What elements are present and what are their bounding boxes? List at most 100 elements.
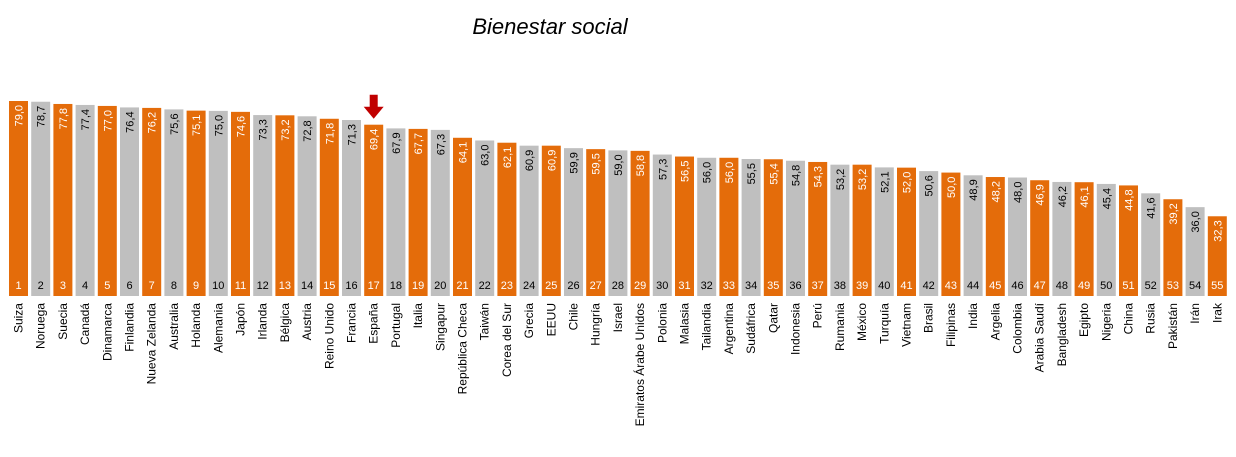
category-label-42: Brasil <box>922 303 936 333</box>
value-label-3: 77,8 <box>58 108 70 129</box>
rank-label-25: 25 <box>545 280 557 292</box>
rank-label-24: 24 <box>523 280 535 292</box>
category-label-43: Filipinas <box>944 303 958 347</box>
rank-label-28: 28 <box>612 280 624 292</box>
category-label-30: Polonia <box>655 303 669 343</box>
bar-52 <box>1141 193 1161 296</box>
bar-17 <box>364 124 384 297</box>
rank-label-7: 7 <box>149 280 155 292</box>
value-label-54: 36,0 <box>1190 211 1202 232</box>
bar-43 <box>941 172 961 296</box>
rank-label-34: 34 <box>745 280 757 292</box>
value-label-34: 55,5 <box>746 163 758 184</box>
rank-label-3: 3 <box>60 280 66 292</box>
rank-label-51: 51 <box>1122 280 1134 292</box>
rank-label-31: 31 <box>678 280 690 292</box>
rank-label-14: 14 <box>301 280 313 292</box>
category-label-1: Suiza <box>12 303 26 333</box>
bar-5 <box>97 105 117 296</box>
value-label-8: 75,6 <box>169 113 181 134</box>
category-label-50: Nigeria <box>1099 303 1113 341</box>
value-label-42: 50,6 <box>924 175 936 196</box>
value-label-53: 39,2 <box>1168 203 1180 224</box>
rank-label-22: 22 <box>479 280 491 292</box>
rank-label-32: 32 <box>701 280 713 292</box>
rank-label-17: 17 <box>368 280 380 292</box>
value-label-26: 59,9 <box>569 152 581 173</box>
category-label-8: Australia <box>167 303 181 350</box>
bar-54 <box>1185 207 1205 296</box>
value-label-41: 52,0 <box>902 172 914 193</box>
bar-39 <box>852 164 872 296</box>
value-label-52: 41,6 <box>1146 197 1158 218</box>
chart-title: Bienestar social <box>472 14 628 39</box>
bar-35 <box>763 159 783 296</box>
category-label-18: Portugal <box>389 303 403 348</box>
category-label-15: Reino Unido <box>322 303 336 369</box>
value-label-33: 56,0 <box>724 162 736 183</box>
value-label-45: 48,2 <box>990 181 1002 202</box>
category-label-14: Austria <box>300 303 314 341</box>
category-label-38: Rumania <box>833 303 847 351</box>
bar-34 <box>741 159 761 296</box>
value-label-4: 77,4 <box>80 109 92 130</box>
bar-29 <box>630 150 650 296</box>
value-label-12: 73,3 <box>258 119 270 140</box>
bar-55 <box>1207 216 1227 296</box>
category-label-5: Dinamarca <box>100 303 114 361</box>
rank-label-18: 18 <box>390 280 402 292</box>
bar-50 <box>1096 183 1116 296</box>
rank-label-20: 20 <box>434 280 446 292</box>
bar-16 <box>342 120 361 296</box>
value-label-27: 59,5 <box>591 153 603 174</box>
category-label-9: Holanda <box>189 303 203 348</box>
value-label-28: 59,0 <box>613 154 625 175</box>
bar-12 <box>253 115 273 297</box>
category-label-27: Hungría <box>589 303 603 346</box>
value-label-10: 75,0 <box>213 115 225 136</box>
value-label-46: 48,0 <box>1013 182 1025 203</box>
value-label-49: 46,1 <box>1079 186 1091 207</box>
category-label-23: Corea del Sur <box>500 303 514 377</box>
rank-label-12: 12 <box>257 280 269 292</box>
rank-label-23: 23 <box>501 280 513 292</box>
category-label-3: Suecia <box>56 303 70 340</box>
category-label-26: Chile <box>567 303 581 331</box>
bar-37 <box>808 161 828 296</box>
rank-label-6: 6 <box>126 280 132 292</box>
bar-25 <box>541 145 561 296</box>
bar-24 <box>519 145 539 296</box>
rank-label-27: 27 <box>590 280 602 292</box>
value-label-36: 54,8 <box>791 165 803 186</box>
value-label-7: 76,2 <box>147 112 159 133</box>
category-label-28: Israel <box>611 303 625 332</box>
category-label-25: EEUU <box>544 303 558 336</box>
bar-44 <box>963 175 983 296</box>
bar-3 <box>53 103 73 296</box>
category-label-36: Indonesia <box>789 303 803 355</box>
value-label-40: 52,1 <box>879 171 891 192</box>
value-label-21: 64,1 <box>458 142 470 163</box>
rank-label-15: 15 <box>323 280 335 292</box>
category-label-32: Tailandia <box>700 303 714 351</box>
bar-46 <box>1008 177 1027 296</box>
value-label-38: 53,2 <box>835 169 847 190</box>
category-label-49: Egipto <box>1077 303 1091 337</box>
value-label-5: 77,0 <box>102 110 114 131</box>
value-label-20: 67,3 <box>435 134 447 155</box>
value-label-48: 46,2 <box>1057 186 1069 207</box>
category-label-39: México <box>855 303 869 341</box>
bar-48 <box>1052 181 1072 296</box>
bar-10 <box>208 110 228 297</box>
value-label-55: 32,3 <box>1212 220 1224 241</box>
bar-8 <box>164 109 184 297</box>
value-label-23: 62,1 <box>502 147 514 168</box>
bar-13 <box>275 115 295 296</box>
bar-53 <box>1163 199 1183 296</box>
category-label-46: Colombia <box>1011 303 1025 354</box>
category-label-33: Argentina <box>722 303 736 355</box>
bar-15 <box>319 118 339 296</box>
value-label-32: 56,0 <box>702 162 714 183</box>
bar-6 <box>120 107 139 296</box>
